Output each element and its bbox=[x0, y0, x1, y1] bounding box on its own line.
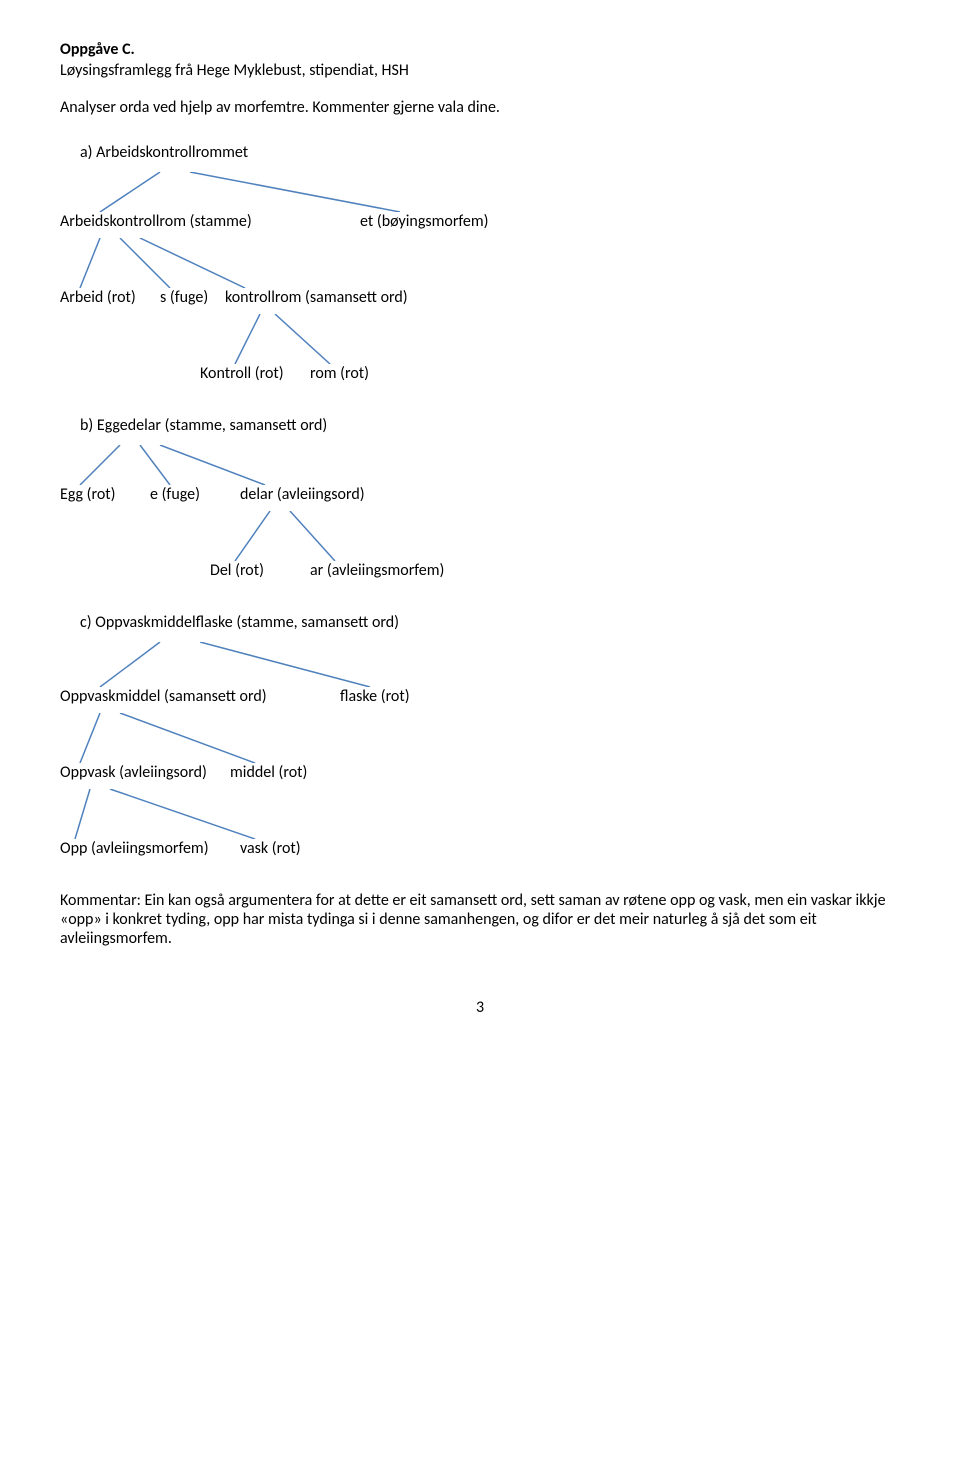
node-egg: Egg (rot) bbox=[60, 485, 115, 504]
node-et: et (bøyingsmorfem) bbox=[360, 212, 488, 231]
node-arbeid: Arbeid (rot) bbox=[60, 288, 136, 307]
tree-lines-a1 bbox=[60, 172, 660, 212]
section-c: c) Oppvaskmiddelflaske (stamme, samanset… bbox=[60, 613, 900, 861]
node-ar: ar (avleiingsmorfem) bbox=[310, 561, 444, 580]
section-b-label: b) Eggedelar (stamme, samansett ord) bbox=[80, 416, 900, 435]
section-b: b) Eggedelar (stamme, samansett ord) Egg… bbox=[60, 416, 900, 583]
tree-lines-b2 bbox=[60, 511, 660, 561]
tree-lines-a2 bbox=[60, 238, 660, 288]
section-a: a) Arbeidskontrollrommet Arbeidskontroll… bbox=[60, 143, 900, 386]
tree-lines-c3 bbox=[60, 789, 660, 839]
node-arbeidskontrollrom: Arbeidskontrollrom (stamme) bbox=[60, 212, 252, 231]
section-c-label: c) Oppvaskmiddelflaske (stamme, samanset… bbox=[80, 613, 900, 632]
node-vask: vask (rot) bbox=[240, 839, 301, 858]
node-s-fuge: s (fuge) bbox=[160, 288, 208, 307]
node-flaske: flaske (rot) bbox=[340, 687, 410, 706]
node-middel: middel (rot) bbox=[230, 763, 307, 782]
intro-text: Analyser orda ved hjelp av morfemtre. Ko… bbox=[60, 98, 900, 117]
node-delar: delar (avleiingsord) bbox=[240, 485, 365, 504]
tree-lines-a3 bbox=[60, 314, 660, 364]
node-kontrollrom: kontrollrom (samansett ord) bbox=[225, 288, 408, 307]
tree-lines-b1 bbox=[60, 445, 660, 485]
page-number: 3 bbox=[60, 998, 900, 1017]
task-title: Oppgåve C. bbox=[60, 40, 900, 59]
section-a-label: a) Arbeidskontrollrommet bbox=[80, 143, 900, 162]
tree-lines-c2 bbox=[60, 713, 660, 763]
node-oppvask: Oppvask (avleiingsord) bbox=[60, 763, 207, 782]
node-kontroll: Kontroll (rot) bbox=[200, 364, 284, 383]
node-del: Del (rot) bbox=[210, 561, 264, 580]
node-e-fuge: e (fuge) bbox=[150, 485, 200, 504]
task-subtitle: Løysingsframlegg frå Hege Myklebust, sti… bbox=[60, 61, 900, 80]
comment-text: Kommentar: Ein kan også argumentera for … bbox=[60, 891, 900, 948]
node-opp: Opp (avleiingsmorfem) bbox=[60, 839, 209, 858]
node-oppvaskmiddel: Oppvaskmiddel (samansett ord) bbox=[60, 687, 267, 706]
tree-lines-c1 bbox=[60, 642, 660, 687]
node-rom: rom (rot) bbox=[310, 364, 369, 383]
